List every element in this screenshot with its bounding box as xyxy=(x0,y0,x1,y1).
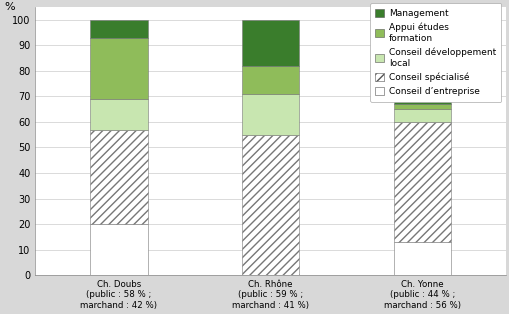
Bar xyxy=(90,38,148,99)
Bar xyxy=(393,20,450,104)
Bar xyxy=(393,242,450,275)
Bar xyxy=(241,66,299,94)
Legend: Management, Appui études
formation, Conseil développement
local, Conseil spécial: Management, Appui études formation, Cons… xyxy=(369,3,500,102)
Bar xyxy=(90,20,148,38)
Bar xyxy=(393,109,450,122)
Bar xyxy=(241,135,299,275)
Bar xyxy=(241,94,299,135)
Bar xyxy=(90,224,148,275)
Bar xyxy=(90,99,148,130)
Bar xyxy=(393,104,450,109)
Bar xyxy=(241,20,299,66)
Bar xyxy=(393,122,450,242)
Y-axis label: %: % xyxy=(4,2,15,12)
Bar xyxy=(90,130,148,224)
